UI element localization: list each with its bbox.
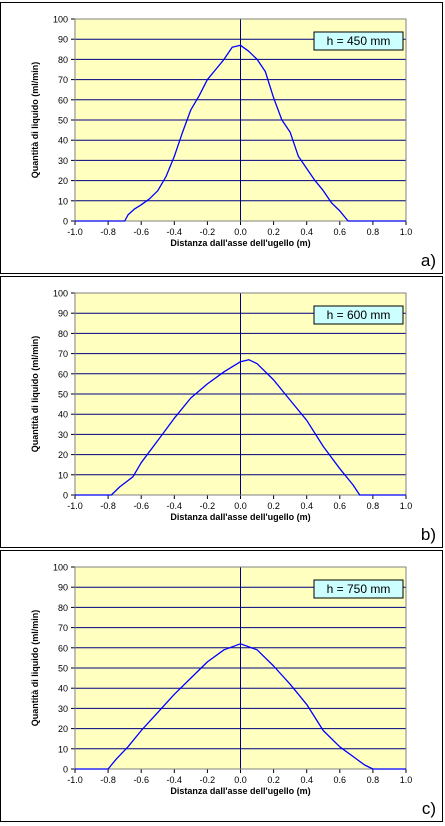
x-tick-label: 0.6 bbox=[334, 501, 347, 511]
y-tick-label: 50 bbox=[58, 664, 68, 674]
chart-panel-c: 0 10 20 30 40 50 60 70 80 90 100 -1.0 -0.8 -0.6 -0.4 -0… bbox=[0, 550, 443, 822]
y-tick-label: 0 bbox=[63, 217, 68, 227]
y-tick-label: 100 bbox=[53, 289, 68, 299]
x-tick-label: 1.0 bbox=[400, 501, 413, 511]
y-tick-label: 20 bbox=[58, 450, 68, 460]
x-tick-label: -1.0 bbox=[67, 501, 83, 511]
y-tick-label: 30 bbox=[58, 430, 68, 440]
y-tick-label: 0 bbox=[63, 765, 68, 775]
y-tick-label: 0 bbox=[63, 491, 68, 501]
y-tick-label: 60 bbox=[58, 369, 68, 379]
plot-border bbox=[74, 18, 407, 222]
x-tick-label: 0.8 bbox=[367, 775, 380, 785]
chart-svg: 0 10 20 30 40 50 60 70 80 90 100 -1.0 -0.8 -0.6 -0.4 -0… bbox=[30, 15, 413, 249]
x-tick-label: -1.0 bbox=[67, 227, 83, 237]
x-tick-label: -0.2 bbox=[200, 501, 216, 511]
x-tick-label: 0.0 bbox=[234, 227, 247, 237]
x-tick-label: -0.2 bbox=[200, 227, 216, 237]
x-tick-label: 0.0 bbox=[234, 501, 247, 511]
annotation-text: h = 450 mm bbox=[327, 34, 391, 48]
x-tick-label: 0.2 bbox=[267, 227, 280, 237]
x-tick-label: -0.6 bbox=[133, 227, 149, 237]
annotation-box bbox=[313, 305, 404, 325]
y-tick-label: 40 bbox=[58, 684, 68, 694]
x-tick-label: 0.4 bbox=[300, 501, 313, 511]
x-tick-label: 0.2 bbox=[267, 501, 280, 511]
x-tick-label: 0.4 bbox=[300, 227, 313, 237]
panel-label: b) bbox=[420, 525, 436, 544]
y-tick-label: 70 bbox=[58, 623, 68, 633]
chart-panel-b: 0 10 20 30 40 50 60 70 80 90 100 -1.0 -0.8 -0.6 -0.4 -0… bbox=[0, 276, 443, 548]
y-tick-label: 60 bbox=[58, 643, 68, 653]
y-tick-label: 80 bbox=[58, 55, 68, 65]
y-tick-label: 10 bbox=[58, 470, 68, 480]
x-tick-label: -0.4 bbox=[167, 501, 183, 511]
y-tick-label: 50 bbox=[58, 116, 68, 126]
data-series-line bbox=[75, 643, 406, 770]
x-tick-label: -0.8 bbox=[100, 501, 116, 511]
x-tick-label: -0.8 bbox=[100, 227, 116, 237]
x-tick-label: 0.6 bbox=[334, 227, 347, 237]
y-axis-title: Quantità di liquido (ml/min) bbox=[30, 610, 40, 727]
y-tick-label: 80 bbox=[58, 603, 68, 613]
x-tick-label: 1.0 bbox=[400, 775, 413, 785]
panel-label: c) bbox=[421, 799, 436, 818]
annotation-box bbox=[313, 31, 404, 51]
x-tick-label: 0.8 bbox=[367, 501, 380, 511]
y-tick-label: 100 bbox=[53, 563, 68, 573]
y-tick-label: 10 bbox=[58, 744, 68, 754]
data-series-line bbox=[75, 44, 406, 222]
x-tick-label: 1.0 bbox=[400, 227, 413, 237]
y-tick-label: 70 bbox=[58, 349, 68, 359]
y-tick-label: 90 bbox=[58, 309, 68, 319]
y-tick-label: 20 bbox=[58, 724, 68, 734]
x-tick-label: -0.6 bbox=[133, 775, 149, 785]
x-tick-label: 0.8 bbox=[367, 227, 380, 237]
x-axis-title: Distanza dall'asse dell'ugello (m) bbox=[170, 238, 310, 248]
x-tick-label: 0.6 bbox=[334, 775, 347, 785]
y-tick-label: 20 bbox=[58, 176, 68, 186]
annotation-box bbox=[313, 579, 404, 599]
y-tick-label: 40 bbox=[58, 410, 68, 420]
y-tick-label: 100 bbox=[53, 15, 68, 25]
x-tick-label: -0.4 bbox=[167, 227, 183, 237]
chart-svg: 0 10 20 30 40 50 60 70 80 90 100 -1.0 -0.8 -0.6 -0.4 -0… bbox=[30, 563, 413, 797]
data-series-line bbox=[75, 359, 406, 496]
x-tick-label: -1.0 bbox=[67, 775, 83, 785]
x-tick-label: -0.8 bbox=[100, 775, 116, 785]
y-tick-label: 30 bbox=[58, 704, 68, 714]
y-tick-label: 30 bbox=[58, 156, 68, 166]
y-tick-label: 40 bbox=[58, 136, 68, 146]
panel-label: a) bbox=[420, 251, 436, 270]
x-tick-label: 0.2 bbox=[267, 775, 280, 785]
x-axis-title: Distanza dall'asse dell'ugello (m) bbox=[170, 512, 310, 522]
y-axis-title: Quantità di liquido (ml/min) bbox=[30, 62, 40, 179]
x-axis-title: Distanza dall'asse dell'ugello (m) bbox=[170, 786, 310, 796]
y-tick-label: 70 bbox=[58, 75, 68, 85]
chart-panel-a: 0 10 20 30 40 50 60 70 80 90 100 -1.0 -0.8 -0.6 -0.4 -0… bbox=[0, 2, 443, 274]
x-tick-label: -0.6 bbox=[133, 501, 149, 511]
plot-border bbox=[74, 566, 407, 770]
annotation-text: h = 750 mm bbox=[327, 582, 391, 596]
y-tick-label: 90 bbox=[58, 35, 68, 45]
y-tick-label: 80 bbox=[58, 329, 68, 339]
x-tick-label: -0.4 bbox=[167, 775, 183, 785]
y-tick-label: 60 bbox=[58, 95, 68, 105]
y-axis-title: Quantità di liquido (ml/min) bbox=[30, 336, 40, 453]
y-tick-label: 90 bbox=[58, 583, 68, 593]
x-tick-label: -0.2 bbox=[200, 775, 216, 785]
annotation-text: h = 600 mm bbox=[327, 308, 391, 322]
chart-svg: 0 10 20 30 40 50 60 70 80 90 100 -1.0 -0.8 -0.6 -0.4 -0… bbox=[30, 289, 413, 523]
x-tick-label: 0.4 bbox=[300, 775, 313, 785]
plot-border bbox=[74, 292, 407, 496]
y-tick-label: 50 bbox=[58, 390, 68, 400]
y-tick-label: 10 bbox=[58, 196, 68, 206]
x-tick-label: 0.0 bbox=[234, 775, 247, 785]
